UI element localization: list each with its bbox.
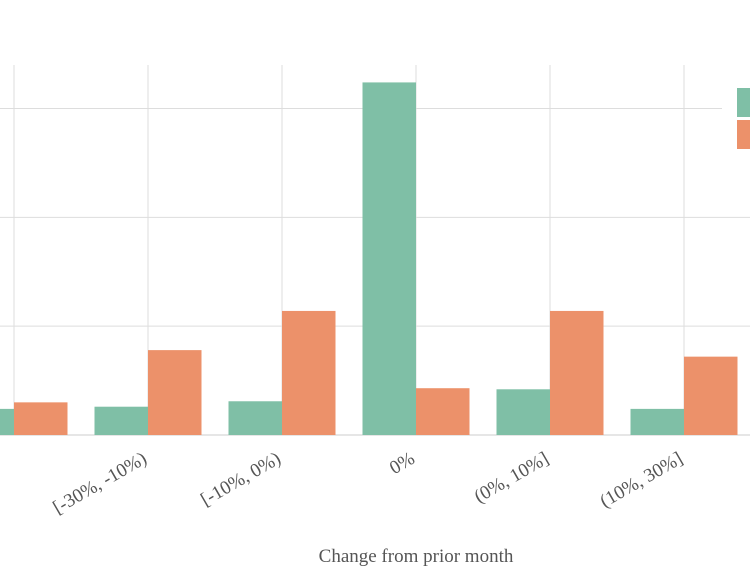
- legend-swatch: [737, 88, 750, 117]
- bar: [282, 310, 336, 435]
- x-tick-label: [-30%, -10%): [50, 448, 151, 518]
- bar: [148, 350, 202, 435]
- bar: [416, 388, 470, 435]
- x-tick-label: 0%: [386, 448, 419, 479]
- bar: [550, 310, 604, 435]
- bar: [630, 408, 684, 435]
- bar: [14, 402, 68, 435]
- bar: [362, 82, 416, 435]
- x-axis-label: Change from prior month: [319, 546, 514, 567]
- legend-swatch: [737, 120, 750, 149]
- x-tick-label: (0%, 10%]: [471, 448, 553, 507]
- x-tick-label: [-10%, 0%): [197, 448, 284, 511]
- bar: [228, 401, 282, 435]
- bar: [496, 389, 550, 435]
- bar: [0, 408, 14, 435]
- x-tick-label: (10%, 30%]: [596, 448, 686, 512]
- bar: [94, 406, 148, 435]
- bar: [684, 356, 738, 435]
